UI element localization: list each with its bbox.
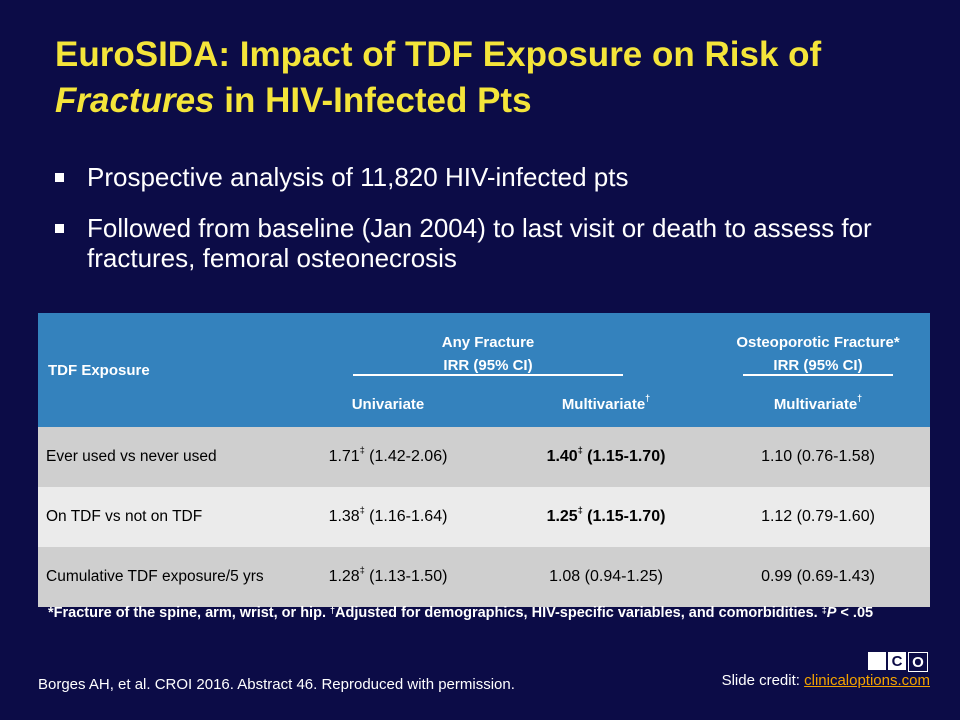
footnote-p: P: [826, 605, 837, 621]
bullet-item: Followed from baseline (Jan 2004) to las…: [55, 213, 925, 273]
bullet-text: Followed from baseline (Jan 2004) to las…: [87, 213, 872, 273]
row-label: Ever used vs never used: [38, 427, 270, 487]
title-text: EuroSIDA: Impact of TDF Exposure on Risk…: [55, 35, 822, 74]
title-italic-text: Fractures: [55, 81, 215, 120]
bullet-item: Prospective analysis of 11,820 HIV-infec…: [55, 162, 925, 192]
ci: (1.13-1.50): [364, 568, 448, 585]
ci: (1.42-2.06): [364, 448, 448, 465]
cell-univariate: 1.38‡ (1.16-1.64): [270, 487, 506, 547]
cell-univariate: 1.28‡ (1.13-1.50): [270, 547, 506, 607]
ddagger-mark: ‡: [359, 505, 365, 515]
logo-letter: O: [908, 652, 928, 672]
group2-subheader-text: IRR (95% CI): [743, 357, 893, 376]
ddagger-mark: ‡: [821, 605, 827, 615]
credit-link[interactable]: clinicaloptions.com: [804, 672, 930, 689]
ddagger-mark: ‡: [577, 445, 583, 455]
cco-logo: C C O: [868, 652, 928, 672]
cell-multivariate: 1.08 (0.94-1.25): [506, 547, 706, 607]
group-any-fracture: Any Fracture: [270, 313, 706, 351]
col-multivariate-text: Multivariate: [561, 395, 646, 413]
ci: (1.15-1.70): [582, 448, 666, 465]
bullet-list: Prospective analysis of 11,820 HIV-infec…: [55, 162, 925, 294]
group-osteoporotic-fracture: Osteoporotic Fracture*: [706, 313, 930, 351]
col-multivariate2-text: Multivariate: [773, 395, 858, 413]
footnote-text: *Fracture of the spine, arm, wrist, or h…: [48, 605, 330, 621]
table-row: Cumulative TDF exposure/5 yrs 1.28‡ (1.1…: [38, 547, 930, 607]
row-label: Cumulative TDF exposure/5 yrs: [38, 547, 270, 607]
dagger-mark: †: [857, 392, 863, 403]
slide-title: EuroSIDA: Impact of TDF Exposure on Risk…: [55, 32, 935, 124]
cell-osteo: 0.99 (0.69-1.43): [706, 547, 930, 607]
value: 1.40: [546, 448, 578, 465]
value: 1.71: [328, 448, 360, 465]
square-bullet-icon: [55, 224, 64, 233]
col-univariate: Univariate: [270, 381, 506, 427]
logo-letter: C: [868, 652, 886, 670]
table-row: On TDF vs not on TDF 1.38‡ (1.16-1.64) 1…: [38, 487, 930, 547]
slide-credit: Slide credit: clinicaloptions.com: [722, 672, 930, 689]
footnote-text: < .05: [836, 605, 874, 621]
title-text-end: in HIV-Infected Pts: [214, 81, 532, 120]
ci: (1.15-1.70): [582, 508, 666, 525]
row-label: On TDF vs not on TDF: [38, 487, 270, 547]
logo-letter: C: [888, 652, 906, 670]
cell-univariate: 1.71‡ (1.42-2.06): [270, 427, 506, 487]
square-bullet-icon: [55, 173, 64, 182]
ddagger-mark: ‡: [359, 445, 365, 455]
ddagger-mark: ‡: [577, 505, 583, 515]
footnote-text: Adjusted for demographics, HIV-specific …: [335, 605, 822, 621]
cell-multivariate: 1.40‡ (1.15-1.70): [506, 427, 706, 487]
cell-osteo: 1.10 (0.76-1.58): [706, 427, 930, 487]
footnote: *Fracture of the spine, arm, wrist, or h…: [48, 602, 908, 624]
table-row: Ever used vs never used 1.71‡ (1.42-2.06…: [38, 427, 930, 487]
group1-subheader: IRR (95% CI): [270, 351, 706, 381]
row-header: TDF Exposure: [38, 313, 270, 427]
dagger-mark: †: [645, 392, 651, 403]
reference: Borges AH, et al. CROI 2016. Abstract 46…: [38, 676, 515, 693]
value: 1.38: [328, 508, 360, 525]
ci: (1.16-1.64): [364, 508, 448, 525]
value: 1.25: [546, 508, 578, 525]
cell-osteo: 1.12 (0.79-1.60): [706, 487, 930, 547]
group2-subheader: IRR (95% CI): [706, 351, 930, 381]
ddagger-mark: ‡: [359, 565, 365, 575]
dagger-mark: †: [330, 605, 336, 615]
credit-label: Slide credit:: [721, 672, 805, 689]
col-multivariate-osteo: Multivariate†: [706, 381, 930, 427]
value: 1.28: [328, 568, 360, 585]
results-table: TDF Exposure Any Fracture Osteoporotic F…: [38, 313, 930, 607]
col-multivariate: Multivariate†: [506, 381, 706, 427]
group1-subheader-text: IRR (95% CI): [353, 357, 623, 376]
bullet-text: Prospective analysis of 11,820 HIV-infec…: [87, 162, 629, 192]
cell-multivariate: 1.25‡ (1.15-1.70): [506, 487, 706, 547]
